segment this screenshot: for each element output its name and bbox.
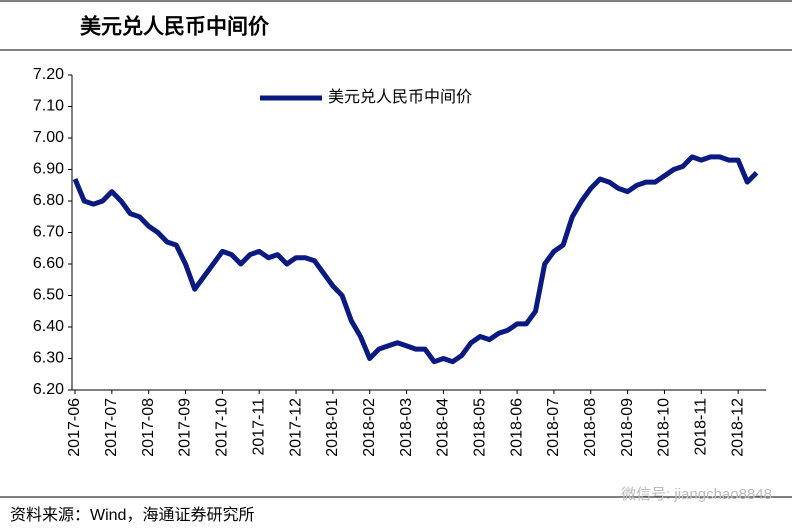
y-tick-label: 7.00 [33,129,64,146]
y-tick-label: 6.70 [33,224,64,241]
x-tick-label: 2017-06 [66,398,83,457]
x-tick-label: 2017-08 [140,398,157,457]
x-tick-label: 2018-10 [656,398,673,457]
x-tick-label: 2017-07 [103,398,120,457]
x-tick-label: 2018-06 [508,398,525,457]
y-tick-label: 6.40 [33,318,64,335]
y-tick-label: 6.20 [33,381,64,398]
x-tick-label: 2018-05 [471,398,488,457]
y-tick-label: 6.80 [33,192,64,209]
y-tick-label: 7.20 [33,66,64,83]
source-note: 资料来源：Wind，海通证券研究所 [10,506,254,524]
x-tick-label: 2018-09 [619,398,636,457]
x-tick-label: 2018-07 [545,398,562,457]
x-tick-label: 2018-08 [582,398,599,457]
x-tick-label: 2018-01 [324,398,341,457]
x-tick-label: 2018-11 [693,398,710,456]
x-tick-label: 2018-03 [398,398,415,457]
y-tick-label: 7.10 [33,98,64,115]
y-tick-label: 6.30 [33,350,64,367]
watermark: 微信号: jiangchao8848 [621,486,772,503]
line-series [72,154,759,365]
x-tick-label: 2017-10 [214,398,231,457]
y-tick-label: 6.90 [33,161,64,178]
x-tick-label: 2017-12 [287,398,304,457]
x-tick-label: 2017-11 [250,398,267,456]
x-tick-label: 2018-02 [361,398,378,457]
y-tick-label: 6.60 [33,255,64,272]
x-tick-label: 2018-04 [435,398,452,457]
x-tick-label: 2017-09 [177,398,194,457]
x-tick-label: 2018-12 [729,398,746,457]
legend-label: 美元兑人民币中间价 [328,88,472,106]
chart-title: 美元兑人民币中间价 [80,14,270,39]
y-tick-label: 6.50 [33,287,64,304]
